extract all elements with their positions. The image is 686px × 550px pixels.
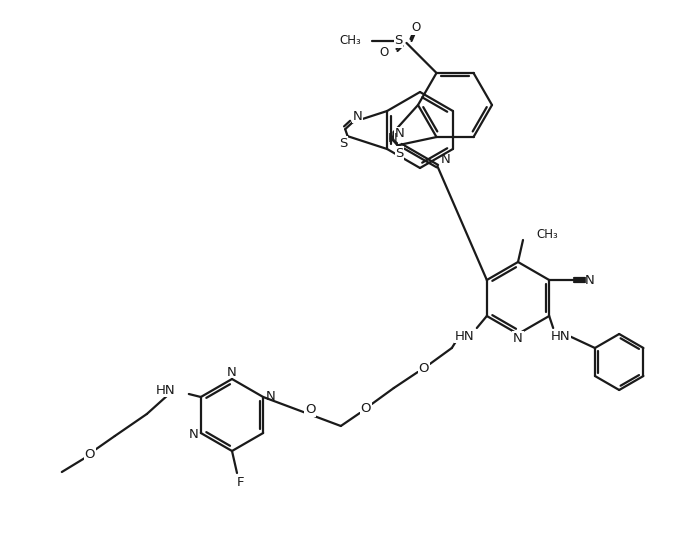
Text: O: O (411, 21, 420, 35)
Text: CH₃: CH₃ (536, 228, 558, 240)
Text: N: N (513, 332, 523, 344)
Text: CH₃: CH₃ (340, 35, 362, 47)
Text: O: O (305, 403, 316, 416)
Text: N: N (440, 153, 450, 166)
Text: HN: HN (550, 329, 570, 343)
Text: N: N (265, 390, 275, 404)
Text: S: S (395, 147, 403, 160)
Text: S: S (394, 35, 403, 47)
Text: F: F (236, 476, 244, 490)
Text: N: N (353, 109, 363, 123)
Text: O: O (361, 402, 371, 415)
Text: O: O (380, 46, 389, 59)
Text: S: S (340, 136, 348, 150)
Text: N: N (395, 128, 405, 140)
Text: N: N (584, 273, 594, 287)
Text: N: N (227, 366, 237, 378)
Text: N: N (388, 131, 398, 145)
Text: N: N (189, 428, 199, 442)
Text: O: O (84, 448, 95, 460)
Text: O: O (418, 361, 429, 375)
Text: HN: HN (156, 383, 176, 397)
Text: HN: HN (455, 329, 475, 343)
